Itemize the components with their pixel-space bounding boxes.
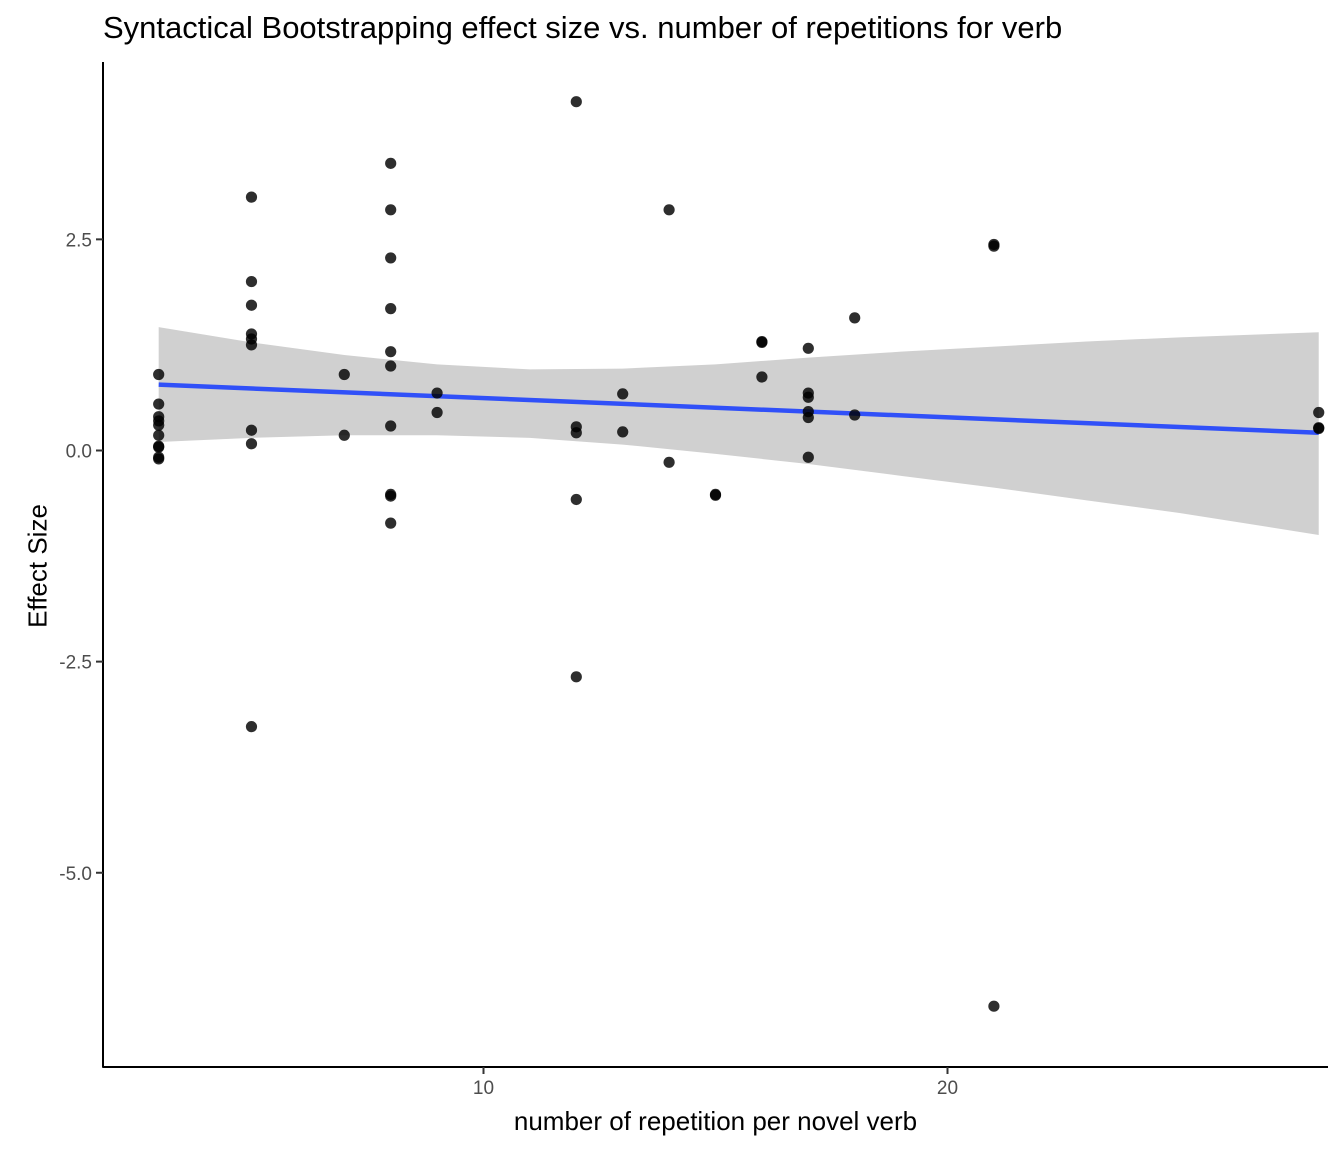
data-point [245, 721, 258, 733]
data-point [338, 429, 350, 441]
data-point [849, 312, 861, 324]
y-tick-label: 2.5 [66, 230, 92, 251]
y-tick-label: -2.5 [59, 653, 92, 674]
y-tick-label: -5.0 [59, 864, 92, 885]
y-axis-title: Effect Size [22, 504, 53, 628]
data-point [570, 427, 582, 439]
data-point [153, 398, 165, 410]
data-point [153, 429, 165, 441]
data-point [617, 426, 629, 438]
data-point [617, 388, 629, 400]
data-point [570, 671, 582, 683]
data-point [338, 368, 350, 381]
data-points-layer [153, 96, 1325, 1012]
data-point [245, 424, 258, 436]
data-point [385, 490, 397, 502]
data-point [385, 252, 397, 264]
data-point [245, 191, 258, 203]
trend-line [158, 382, 1319, 436]
data-point [663, 204, 675, 216]
data-point [385, 346, 397, 358]
data-point [849, 409, 861, 421]
trend-line-layer [158, 382, 1319, 436]
data-point [245, 438, 258, 450]
data-point [1313, 422, 1325, 435]
data-point [245, 275, 258, 288]
data-point [385, 517, 397, 529]
data-point [802, 391, 814, 403]
chart-title: Syntactical Bootstrapping effect size vs… [103, 10, 1063, 45]
data-point [988, 1000, 1000, 1012]
data-point [153, 441, 165, 453]
y-tick-label: 0.0 [66, 441, 92, 462]
data-point [245, 299, 258, 311]
data-point [385, 204, 397, 216]
x-tick-label: 20 [937, 1078, 958, 1099]
data-point [153, 368, 165, 381]
data-point [802, 342, 814, 354]
data-point [153, 453, 165, 465]
data-point [385, 303, 397, 315]
data-point [802, 451, 814, 463]
data-point [709, 489, 722, 501]
data-point [988, 240, 1000, 252]
data-point [245, 339, 258, 351]
data-point [756, 371, 768, 383]
data-point [1313, 406, 1325, 419]
data-point [385, 360, 397, 372]
data-point [385, 420, 397, 432]
data-point [570, 493, 582, 506]
x-tick-label: 10 [473, 1078, 494, 1099]
data-point [756, 336, 768, 348]
data-point [431, 387, 443, 399]
data-point [802, 411, 814, 424]
data-point [431, 406, 443, 419]
axes-layer: 10 20 2.5 0.0 -2.5 -5.0 [59, 62, 1328, 1099]
x-axis-title: number of repetition per novel verb [513, 1106, 918, 1136]
data-point [663, 456, 675, 468]
confidence-band-layer [158, 327, 1319, 535]
data-point [153, 419, 165, 431]
data-point [570, 96, 582, 108]
data-point [385, 157, 397, 169]
confidence-band [158, 327, 1319, 535]
